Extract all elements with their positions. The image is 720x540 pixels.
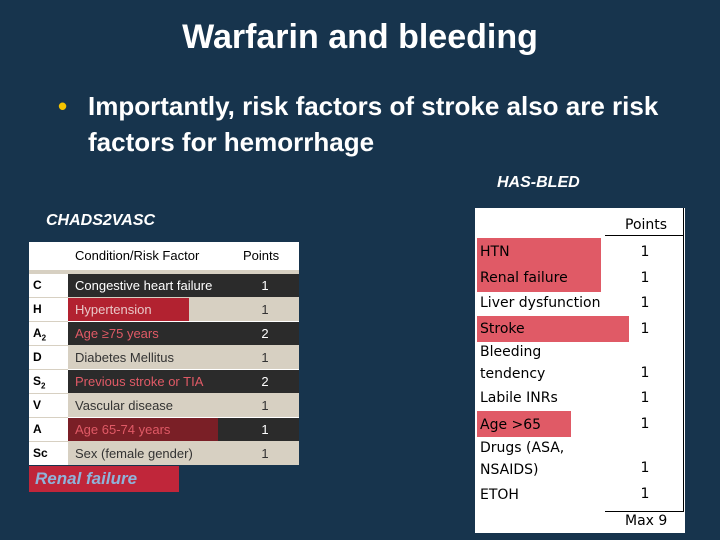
- chads-abbr: C: [29, 274, 68, 297]
- chads-abbr: H: [29, 298, 68, 321]
- chads-points: 1: [261, 398, 269, 413]
- has-bled-points: 1: [640, 460, 650, 476]
- chads-abbr: S2: [29, 370, 68, 393]
- has-bled-condition: Liver dysfunction: [480, 295, 601, 311]
- bullet-marker: •: [58, 91, 68, 121]
- chads-points: 1: [261, 446, 269, 461]
- chads-header-condition: Condition/Risk Factor: [75, 248, 200, 263]
- chads-points: 1: [261, 350, 269, 365]
- bullet-point: • Importantly, risk factors of stroke al…: [58, 88, 678, 160]
- chads-points: 1: [261, 278, 269, 293]
- has-bled-header-points: Points: [625, 217, 668, 233]
- has-bled-points: 1: [640, 486, 650, 502]
- has-bled-max: Max 9: [625, 513, 668, 529]
- chads-abbr: A2: [29, 322, 68, 345]
- chads-label: CHADS2VASC: [46, 212, 156, 229]
- chads-points: 1: [261, 302, 269, 317]
- chads-row: S2 Previous stroke or TIA 2: [29, 370, 299, 394]
- chads-condition: Hypertension: [75, 302, 152, 317]
- chads-condition: Diabetes Mellitus: [75, 350, 174, 365]
- chads-row: C Congestive heart failure 1: [29, 274, 299, 298]
- has-bled-condition: Drugs (ASA, NSAIDS): [480, 440, 565, 478]
- renal-failure-highlight: [29, 466, 179, 492]
- chads-condition: Vascular disease: [75, 398, 174, 413]
- chads-abbr: V: [29, 394, 68, 417]
- chads-condition: Sex (female gender): [75, 446, 193, 461]
- has-bled-points: 1: [640, 390, 650, 406]
- has-bled-points: 1: [640, 295, 650, 311]
- chads-abbr: A: [29, 418, 68, 441]
- chads-row: H Hypertension 1: [29, 298, 299, 322]
- chads-table: Condition/Risk Factor Points C Congestiv…: [29, 242, 299, 465]
- has-bled-condition: Age >65: [480, 417, 542, 433]
- chads-points: 2: [261, 326, 269, 341]
- has-bled-condition: Stroke: [480, 321, 525, 337]
- chads-row: Sc Sex (female gender) 1: [29, 442, 299, 466]
- chads-condition: Previous stroke or TIA: [75, 374, 204, 389]
- has-bled-label: HAS-BLED: [497, 174, 580, 191]
- chads-points: 1: [261, 422, 269, 437]
- has-bled-condition: Renal failure: [480, 270, 568, 286]
- has-bled-condition: ETOH: [480, 487, 519, 503]
- slide-title: Warfarin and bleeding: [182, 18, 538, 56]
- has-bled-points: 1: [640, 244, 650, 260]
- chads-condition: Congestive heart failure: [75, 278, 213, 293]
- chads-condition: Age ≥75 years: [75, 326, 159, 341]
- chads-row: A2 Age ≥75 years 2: [29, 322, 299, 346]
- has-bled-points: 1: [640, 321, 650, 337]
- renal-failure-note: Renal failure: [35, 469, 138, 488]
- has-bled-table: Points HTN 1 Renal failure 1 Liver dysfu…: [475, 208, 685, 533]
- chads-row: A Age 65-74 years 1: [29, 418, 299, 442]
- chads-row: D Diabetes Mellitus 1: [29, 346, 299, 370]
- chads-table-header: Condition/Risk Factor Points: [29, 242, 299, 270]
- has-bled-condition: Labile INRs: [480, 390, 558, 406]
- has-bled-condition: HTN: [480, 244, 510, 260]
- has-bled-points: 1: [640, 270, 650, 286]
- has-bled-condition: Bleeding tendency: [480, 344, 546, 382]
- bullet-text: Importantly, risk factors of stroke also…: [88, 91, 659, 157]
- chads-abbr: D: [29, 346, 68, 369]
- chads-row: V Vascular disease 1: [29, 394, 299, 418]
- chads-points: 2: [261, 374, 269, 389]
- chads-condition: Age 65-74 years: [75, 422, 171, 437]
- chads-abbr: Sc: [29, 442, 68, 465]
- chads-header-points: Points: [243, 248, 280, 263]
- has-bled-points: 1: [640, 365, 650, 381]
- has-bled-points: 1: [640, 416, 650, 432]
